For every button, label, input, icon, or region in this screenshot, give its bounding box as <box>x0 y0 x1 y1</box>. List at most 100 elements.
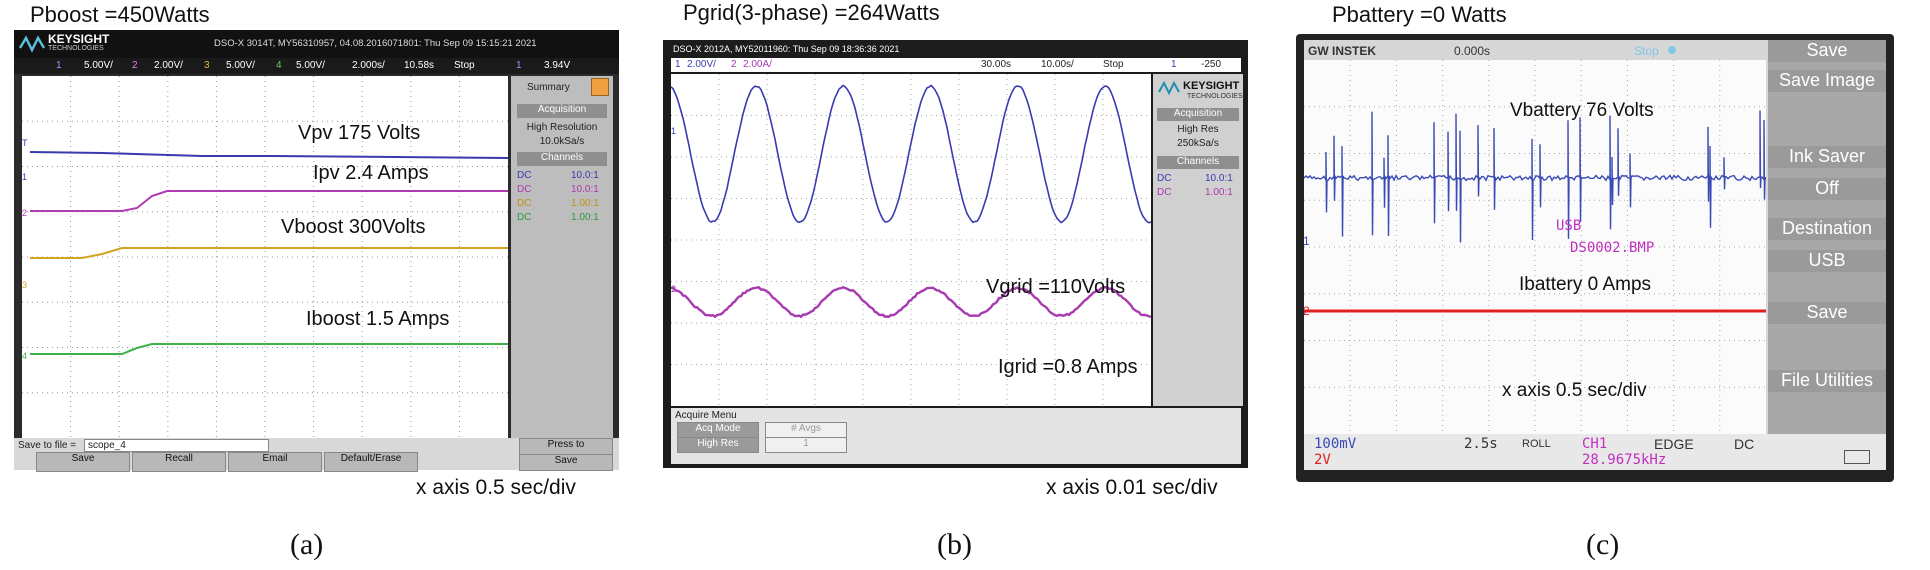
acq-mode-value[interactable]: High Res <box>677 437 759 453</box>
keysight-logo-icon <box>18 34 48 54</box>
caption-b: (b) <box>937 528 972 562</box>
ch2-scale-b: 2.00A/ <box>743 59 772 70</box>
recall-button-a[interactable]: Recall <box>132 452 226 472</box>
ch1-probe-b: 10.0:1 <box>1205 173 1233 184</box>
time-readout-c: 0.000s <box>1454 44 1490 58</box>
screen-b: 1 2 Vgrid =110Volts Igrid =0.8 Amps <box>671 74 1151 406</box>
ch3-coupling-a: DC <box>517 198 531 209</box>
menu-ink-saver-value[interactable]: Off <box>1768 178 1886 200</box>
brand-a-sub: TECHNOLOGIES <box>48 45 104 52</box>
ch3-probe-a: 1.00:1 <box>571 198 599 209</box>
menu-save-title[interactable]: Save <box>1768 40 1886 62</box>
file-label-c: DS0002.BMP <box>1570 240 1654 256</box>
screen-a: T 1 2 3 4 Vpv 175 Volts Ipv 2.4 Amps Vbo… <box>22 76 508 438</box>
avgs-value[interactable]: 1 <box>765 437 847 453</box>
channels-header-b: Channels <box>1157 156 1239 169</box>
coupling-c: DC <box>1734 436 1754 452</box>
svg-text:4: 4 <box>22 351 27 361</box>
press-to-button-a[interactable]: Press to <box>519 438 613 455</box>
acq-header-a: Acquisition <box>517 104 607 118</box>
timebase-a: 2.000s/ <box>352 60 385 71</box>
save-button-a[interactable]: Save <box>36 452 130 472</box>
screen-c: 1 2 Vbattery 76 Volts USB DS0002.BMP Iba… <box>1304 60 1766 434</box>
ch2-coupling-b: DC <box>1157 187 1171 198</box>
side-panel-a: Summary Acquisition High Resolution 10.0… <box>511 76 613 438</box>
panel-c-title: Pbattery =0 Watts <box>1332 2 1507 28</box>
menu-file-utilities[interactable]: File Utilities <box>1768 370 1886 392</box>
ground-marker-b2: 2 <box>671 284 676 294</box>
menu-destination[interactable]: Destination <box>1768 218 1886 240</box>
ch1-coupling-a: DC <box>517 170 531 181</box>
stop-status-c: Stop <box>1634 44 1659 58</box>
acq-mode-b: High Res <box>1153 124 1243 135</box>
ch4-coupling-a: DC <box>517 212 531 223</box>
avgs-button[interactable]: # Avgs <box>765 422 847 438</box>
menu-ink-saver[interactable]: Ink Saver <box>1768 146 1886 168</box>
ch2-scale-a: 2.00V/ <box>154 60 183 71</box>
label-igrid: Igrid =0.8 Amps <box>998 356 1138 379</box>
acquire-menu-label: Acquire Menu <box>675 410 737 421</box>
caption-a: (a) <box>290 528 323 562</box>
brand-b: KEYSIGHT <box>1183 80 1239 92</box>
ground-marker-c1: 1 <box>1304 234 1310 248</box>
xaxis-b: x axis 0.01 sec/div <box>1046 476 1218 500</box>
menu-destination-value[interactable]: USB <box>1768 250 1886 272</box>
email-button-a[interactable]: Email <box>228 452 322 472</box>
label-vbattery: Vbattery 76 Volts <box>1510 100 1654 122</box>
label-ibattery: Ibattery 0 Amps <box>1519 274 1651 296</box>
scope-c-frame: GW INSTEK 0.000s Stop 1 2 Vbattery 76 Vo… <box>1304 40 1886 470</box>
ch2-coupling-a: DC <box>517 184 531 195</box>
usb-label-c: USB <box>1556 218 1581 234</box>
ch1-scale-c: 100mV <box>1314 436 1356 452</box>
ch2-num-b: 2 <box>731 59 737 70</box>
ground-marker-b1: 1 <box>671 126 676 136</box>
brand-c: GW INSTEK <box>1308 44 1376 58</box>
ch1-probe-a: 10.0:1 <box>571 170 599 181</box>
panel-a-title: Pboost =450Watts <box>30 2 210 28</box>
acq-mode-button[interactable]: Acq Mode <box>677 422 759 438</box>
status-bar-c: 100mV 2V 2.5s ROLL CH1 EDGE DC 28.9675kH… <box>1304 434 1886 470</box>
channel-strip-a: 1 5.00V/ 2 2.00V/ 3 5.00V/ 4 5.00V/ 2.00… <box>14 58 619 74</box>
ch2-scale-c: 2V <box>1314 452 1331 468</box>
trig-level-b: -250 <box>1201 59 1221 70</box>
delay-a: 10.58s <box>404 60 434 71</box>
channels-header-a: Channels <box>517 152 607 166</box>
ch4-scale-a: 5.00V/ <box>296 60 325 71</box>
softkey-bar-b: Acquire Menu Acq Mode High Res # Avgs 1 <box>671 408 1241 464</box>
freq-c: 28.9675kHz <box>1582 452 1666 468</box>
summary-a[interactable]: Summary <box>527 82 570 93</box>
menu-icon[interactable] <box>591 78 609 96</box>
trace-vpv <box>30 152 508 158</box>
acq-rate-a: 10.0kSa/s <box>511 136 613 147</box>
svg-text:1: 1 <box>22 172 27 182</box>
menu-save-button[interactable]: Save <box>1768 302 1886 324</box>
acq-mode-a: High Resolution <box>511 122 613 133</box>
menu-c: Save Save Image Ink Saver Off Destinatio… <box>1768 40 1886 434</box>
run-state-a: Stop <box>454 60 475 71</box>
trace-ipv <box>30 191 508 211</box>
menu-save-image[interactable]: Save Image <box>1768 70 1886 92</box>
ch2-num-a: 2 <box>132 60 138 71</box>
channel-strip-b: 1 2.00V/ 2 2.00A/ 30.00s 10.00s/ Stop 1 … <box>671 58 1241 72</box>
brand-b-sub: TECHNOLOGIES <box>1187 93 1243 100</box>
xaxis-a: x axis 0.5 sec/div <box>416 476 576 500</box>
trace-vboost <box>30 248 508 258</box>
timebase-c: 2.5s <box>1464 436 1498 452</box>
acq-rate-b: 250kSa/s <box>1153 138 1243 149</box>
scope-c: GW INSTEK 0.000s Stop 1 2 Vbattery 76 Vo… <box>1296 34 1894 482</box>
trig-ch-a: 1 <box>516 60 522 71</box>
caption-c: (c) <box>1586 528 1619 562</box>
ch1-scale-b: 2.00V/ <box>687 59 716 70</box>
trace-iboost <box>30 344 508 354</box>
ch2-probe-a: 10.0:1 <box>571 184 599 195</box>
status-line-a: DSO-X 3014T, MY56310957, 04.08.201607180… <box>214 38 537 49</box>
softkey-bar-a: Save to file = scope_4 Save Recall Email… <box>14 438 619 470</box>
ch2-probe-b: 1.00:1 <box>1205 187 1233 198</box>
default-erase-button-a[interactable]: Default/Erase <box>324 452 418 472</box>
side-panel-b: KEYSIGHT TECHNOLOGIES Acquisition High R… <box>1153 74 1243 406</box>
trig-ch-c: CH1 <box>1582 436 1607 452</box>
scope-b: DSO-X 2012A, MY52011960: Thu Sep 09 18:3… <box>663 40 1248 468</box>
ch4-probe-a: 1.00:1 <box>571 212 599 223</box>
press-save-button-a[interactable]: Save <box>519 454 613 471</box>
file-name-input[interactable]: scope_4 <box>84 439 269 452</box>
